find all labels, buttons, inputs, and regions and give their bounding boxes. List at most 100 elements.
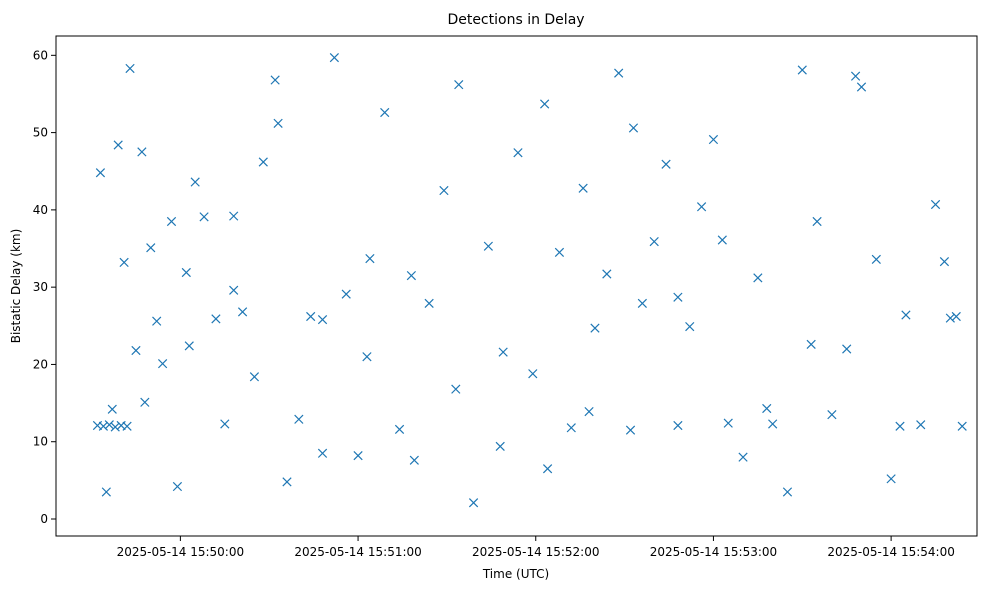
x-tick-label: 2025-05-14 15:52:00 [472, 545, 599, 559]
x-axis-ticks: 2025-05-14 15:50:00 2025-05-14 15:51:00 20… [117, 536, 955, 559]
x-axis-label: Time (UTC) [482, 567, 549, 581]
data-point [341, 289, 351, 299]
data-point [249, 372, 260, 382]
data-point [270, 75, 280, 85]
data-point [282, 477, 292, 487]
data-point [951, 311, 961, 322]
x-tick-label: 2025-05-14 15:50:00 [117, 545, 244, 559]
x-tick-label: 2025-05-14 15:51:00 [294, 545, 421, 559]
data-point [468, 498, 479, 508]
data-point [957, 421, 967, 431]
data-point [590, 323, 600, 333]
y-axis-label: Bistatic Delay (km) [9, 229, 23, 344]
data-point [451, 384, 461, 394]
data-point [125, 63, 135, 74]
data-point [317, 314, 328, 325]
data-point [895, 421, 905, 431]
data-point [738, 452, 748, 462]
data-point [122, 421, 132, 431]
data-point [98, 421, 109, 431]
data-point [181, 267, 191, 278]
data-point [146, 243, 156, 253]
data-point [95, 168, 106, 178]
chart-title: Detections in Delay [447, 12, 584, 28]
data-point [797, 65, 807, 75]
data-point [753, 273, 763, 283]
data-point [540, 99, 550, 109]
data-point [637, 298, 647, 309]
data-point [886, 474, 896, 484]
y-tick-label: 0 [40, 512, 48, 526]
data-point [625, 425, 636, 435]
y-axis-ticks: 0 10 20 30 40 50 60 [33, 48, 56, 526]
data-point [113, 140, 123, 150]
data-point [661, 159, 671, 169]
data-point [762, 403, 772, 414]
data-point [528, 369, 538, 379]
data-point [273, 118, 283, 128]
data-point [566, 423, 576, 433]
data-point [172, 481, 183, 492]
data-point [110, 422, 120, 432]
data-point [119, 257, 129, 268]
data-point [768, 419, 778, 429]
data-point [782, 487, 793, 497]
data-point [673, 292, 683, 302]
y-tick-label: 30 [33, 280, 48, 294]
data-point [649, 236, 659, 247]
data-point [673, 420, 683, 431]
data-point [306, 311, 316, 322]
data-point [104, 420, 114, 430]
data-point [131, 345, 141, 356]
data-point [578, 183, 588, 193]
data-point [584, 406, 594, 417]
data-point [152, 316, 162, 326]
data-point [157, 359, 168, 369]
data-point [199, 212, 209, 222]
data-point [916, 420, 926, 430]
data-point [717, 235, 727, 245]
data-point [294, 414, 304, 424]
data-point [939, 257, 950, 267]
x-tick-label: 2025-05-14 15:54:00 [827, 545, 954, 559]
data-point [220, 419, 230, 429]
data-point [850, 71, 861, 81]
data-point [237, 307, 248, 317]
data-points [92, 53, 967, 508]
data-point [901, 310, 911, 320]
data-point [498, 347, 508, 357]
data-point [930, 199, 941, 210]
data-point [258, 157, 268, 167]
data-point [628, 123, 639, 133]
data-point [696, 202, 707, 212]
data-point [190, 177, 200, 187]
y-tick-label: 60 [33, 48, 48, 62]
y-tick-label: 50 [33, 126, 48, 140]
data-point [685, 321, 695, 332]
data-point [137, 147, 147, 157]
data-point [184, 341, 194, 351]
data-point [454, 80, 464, 90]
data-point [495, 441, 505, 451]
data-point [394, 424, 405, 434]
data-point [945, 313, 955, 323]
data-point [806, 339, 816, 349]
data-point [871, 254, 881, 264]
y-tick-label: 40 [33, 203, 48, 217]
data-point [723, 418, 733, 428]
data-point [614, 68, 624, 78]
data-point [329, 53, 339, 63]
data-point [140, 397, 150, 407]
data-point [483, 241, 493, 251]
data-point [439, 185, 449, 196]
data-point [353, 451, 363, 461]
data-point [317, 448, 328, 458]
data-point [166, 216, 177, 227]
data-point [708, 134, 719, 145]
data-point [365, 253, 375, 264]
data-point [513, 148, 523, 158]
data-point [542, 464, 553, 474]
data-point [406, 270, 416, 281]
